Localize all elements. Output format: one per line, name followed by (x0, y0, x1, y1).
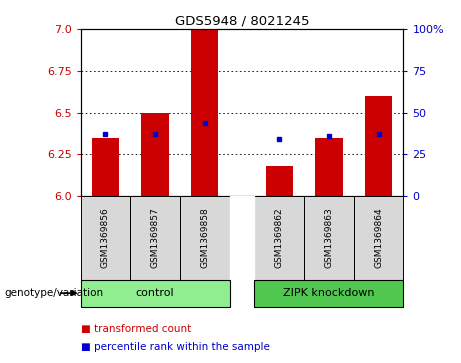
Bar (142, 113, 169, 196)
Bar (266, 166, 293, 196)
Text: GSM1369862: GSM1369862 (275, 207, 284, 268)
Bar (254, 196, 304, 280)
Text: genotype/variation: genotype/variation (5, 288, 104, 298)
Text: ■ transformed count: ■ transformed count (81, 323, 191, 334)
Text: GSM1369863: GSM1369863 (325, 207, 333, 268)
Bar (92, 138, 119, 196)
Bar (354, 196, 403, 280)
Bar (81, 280, 230, 307)
Bar (191, 29, 219, 196)
Text: GSM1369856: GSM1369856 (101, 207, 110, 268)
Bar (304, 196, 354, 280)
Text: GSM1369857: GSM1369857 (151, 207, 160, 268)
Bar (130, 196, 180, 280)
Bar (315, 138, 343, 196)
Text: ZIPK knockdown: ZIPK knockdown (283, 288, 375, 298)
Bar (81, 196, 130, 280)
Text: GSM1369864: GSM1369864 (374, 207, 383, 268)
Text: GSM1369858: GSM1369858 (200, 207, 209, 268)
Bar (180, 196, 230, 280)
Title: GDS5948 / 8021245: GDS5948 / 8021245 (175, 15, 309, 28)
Text: control: control (136, 288, 174, 298)
Bar (254, 280, 403, 307)
Text: ■ percentile rank within the sample: ■ percentile rank within the sample (81, 342, 270, 352)
Bar (365, 96, 392, 196)
